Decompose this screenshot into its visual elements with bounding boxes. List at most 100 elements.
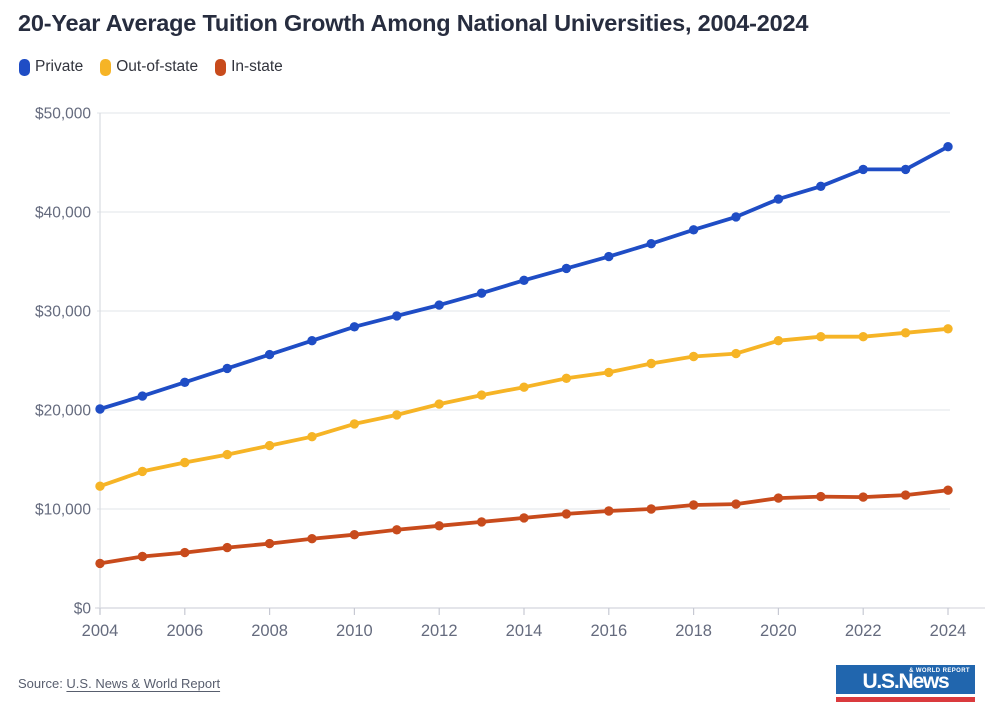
data-point <box>180 547 190 558</box>
x-axis-tick-label: 2024 <box>930 622 967 640</box>
data-point <box>604 367 614 378</box>
data-point <box>943 142 953 152</box>
legend-marker-icon <box>19 58 30 76</box>
usnews-logo-wordmark: U.S.News <box>862 670 949 693</box>
data-point <box>900 164 911 175</box>
data-point <box>858 164 868 175</box>
data-point <box>519 382 529 392</box>
data-point <box>95 481 105 491</box>
data-point <box>392 525 402 535</box>
y-axis-tick-label: $50,000 <box>35 106 91 123</box>
x-axis-tick-label: 2014 <box>506 622 543 640</box>
legend-item-private: Private <box>19 58 83 76</box>
source-link[interactable]: U.S. News & World Report <box>66 676 221 691</box>
data-point <box>476 517 487 527</box>
x-axis-ticks: 2004 2006 2008 2010 2012 2014 2016 2018 2020 2022… <box>82 608 967 640</box>
legend-marker-icon <box>100 58 112 76</box>
data-point <box>604 506 614 516</box>
x-axis-tick-label: 2004 <box>82 622 119 640</box>
x-axis-tick-label: 2008 <box>251 622 288 640</box>
tuition-line-chart: $0 $10,000 $20,000 $30,000 $40,000 $50,000 200… <box>35 106 985 640</box>
usnews-logo[interactable]: U.S.News & WORLD REPORT <box>836 665 975 702</box>
data-point <box>180 377 190 387</box>
data-point <box>646 358 656 369</box>
data-point <box>349 419 360 429</box>
data-point <box>434 300 444 310</box>
legend-label: In-state <box>231 58 283 75</box>
data-point <box>646 239 656 249</box>
data-point <box>95 404 105 414</box>
x-axis-tick-label: 2006 <box>166 622 203 640</box>
data-point <box>688 500 699 510</box>
data-point <box>773 194 784 204</box>
x-axis-tick-label: 2016 <box>590 622 627 640</box>
legend-label: Out-of-state <box>116 58 199 75</box>
legend-item-out-of-state: Out-of-state <box>100 58 198 76</box>
data-point <box>349 322 360 332</box>
data-point <box>858 492 868 502</box>
legend-item-in-state: In-state <box>215 58 283 76</box>
data-point <box>392 311 402 321</box>
data-point <box>392 410 402 420</box>
chart-legend: Private Out-of-state In-state <box>19 58 283 76</box>
data-point <box>816 181 826 191</box>
data-point <box>222 449 232 460</box>
data-point <box>349 530 360 540</box>
data-point <box>307 336 317 346</box>
usnews-logo-red-bar <box>836 697 975 702</box>
chart-area: $0 $10,000 $20,000 $30,000 $40,000 $50,000 200… <box>0 90 1000 650</box>
data-point <box>180 457 190 468</box>
data-point <box>943 485 953 495</box>
data-point <box>434 399 444 409</box>
data-point <box>434 521 444 531</box>
data-point <box>95 558 105 569</box>
page-title: 20-Year Average Tuition Growth Among Nat… <box>18 10 809 36</box>
x-axis-tick-label: 2018 <box>675 622 712 640</box>
data-point <box>900 490 911 500</box>
data-point <box>816 332 826 342</box>
data-point <box>816 491 826 502</box>
data-point <box>900 328 911 338</box>
data-point <box>561 373 572 383</box>
data-point <box>773 493 784 503</box>
data-point <box>476 390 487 400</box>
y-axis-tick-label: $40,000 <box>35 205 91 222</box>
series-out-of-state <box>95 324 953 491</box>
data-point <box>476 288 487 298</box>
y-axis-tick-label: $30,000 <box>35 304 91 321</box>
data-point <box>688 351 699 362</box>
data-point <box>307 432 317 442</box>
usnews-logo-tagline: & WORLD REPORT <box>909 668 970 674</box>
usnews-logo-box: U.S.News & WORLD REPORT <box>836 665 975 694</box>
data-point <box>688 225 699 235</box>
data-point <box>646 504 656 514</box>
x-axis-tick-label: 2012 <box>421 622 458 640</box>
data-point <box>222 542 232 553</box>
x-axis-tick-label: 2022 <box>845 622 882 640</box>
data-point <box>519 513 529 523</box>
data-point <box>561 509 572 519</box>
data-point <box>731 212 741 222</box>
data-point <box>137 391 148 401</box>
source-note: Source: U.S. News & World Report <box>18 676 220 691</box>
x-axis-tick-label: 2020 <box>760 622 797 640</box>
data-point <box>264 440 275 451</box>
data-point <box>222 363 232 374</box>
y-axis-tick-label: $10,000 <box>35 502 91 519</box>
source-label: Source: <box>18 676 67 691</box>
series-in-state <box>95 485 953 569</box>
legend-label: Private <box>35 58 84 75</box>
data-point <box>264 349 275 360</box>
data-point <box>773 336 784 346</box>
data-point <box>137 551 148 562</box>
data-point <box>731 499 741 509</box>
y-axis-tick-label: $0 <box>74 601 92 618</box>
data-point <box>731 348 741 359</box>
y-gridlines: $0 $10,000 $20,000 $30,000 $40,000 $50,000 <box>35 106 950 618</box>
data-point <box>604 251 614 262</box>
series-private <box>95 142 953 414</box>
y-axis-tick-label: $20,000 <box>35 403 91 420</box>
data-point <box>519 275 529 285</box>
x-axis-tick-label: 2010 <box>336 622 373 640</box>
data-point <box>264 538 275 549</box>
